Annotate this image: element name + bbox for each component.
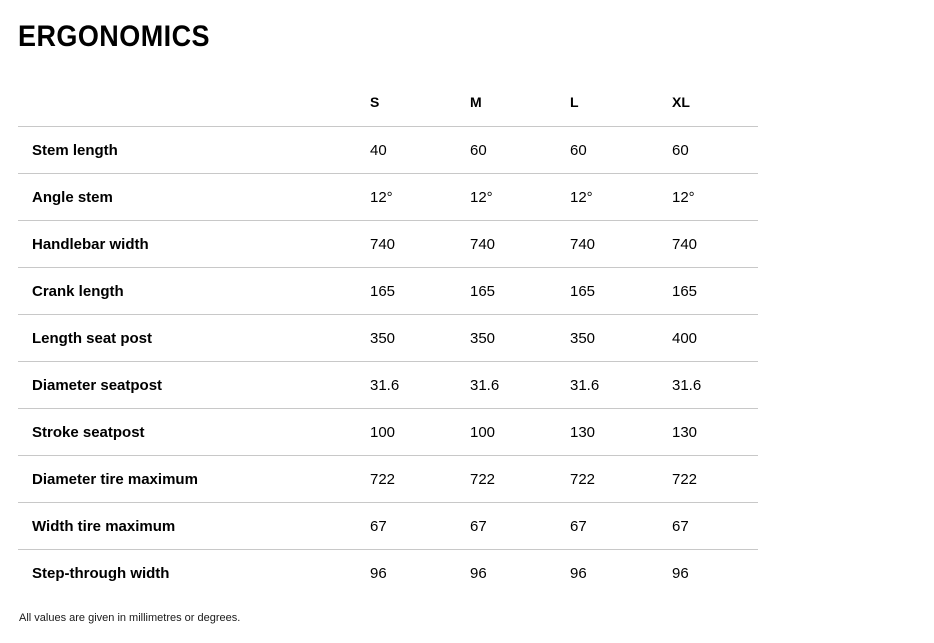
value-cell: 722	[470, 455, 570, 503]
value-cell: 165	[470, 267, 570, 315]
table-row: Step-through width 96 96 96 96	[18, 550, 758, 597]
value-cell: 31.6	[672, 361, 758, 409]
value-cell: 96	[370, 564, 387, 582]
table-row: Diameter seatpost 31.6 31.6 31.6 31.6	[18, 361, 758, 409]
value-cell: 722	[570, 455, 672, 503]
value-cell: 67	[470, 502, 570, 550]
corner-cell	[18, 86, 370, 127]
value-cell: 740	[370, 220, 470, 268]
table-row: Angle stem 12° 12° 12° 12°	[18, 173, 758, 221]
value-cell: 400	[672, 314, 758, 362]
table-row: Crank length 165 165 165 165	[18, 267, 758, 315]
value-cell: 40	[370, 126, 470, 174]
value-cell: 60	[570, 126, 672, 174]
value-cell: 96	[570, 564, 587, 582]
row-label: Length seat post	[18, 314, 370, 362]
table-row: Width tire maximum 67 67 67 67	[18, 502, 758, 550]
value-cell: 130	[672, 408, 758, 456]
table-row: Diameter tire maximum 722 722 722 722	[18, 455, 758, 503]
table-header-row: S M L XL	[18, 86, 758, 127]
value-cell: 165	[370, 267, 470, 315]
column-header-s: S	[370, 86, 470, 127]
table-row: Stroke seatpost 100 100 130 130	[18, 408, 758, 456]
column-header-xl: XL	[672, 86, 758, 127]
table-row: Stem length 40 60 60 60	[18, 126, 758, 174]
row-label: Stroke seatpost	[18, 408, 370, 456]
row-label: Diameter seatpost	[18, 361, 370, 409]
value-cell: 12°	[470, 173, 570, 221]
row-label: Handlebar width	[18, 220, 370, 268]
value-cell: 722	[370, 455, 470, 503]
value-cell: 165	[672, 267, 758, 315]
value-cell: 12°	[370, 173, 470, 221]
column-header-l: L	[570, 86, 672, 127]
value-cell: 96	[470, 564, 487, 582]
value-cell: 12°	[570, 173, 672, 221]
value-cell: 740	[470, 220, 570, 268]
value-cell: 100	[370, 408, 470, 456]
value-cell: 722	[672, 455, 758, 503]
value-cell: 60	[470, 126, 570, 174]
value-cell: 740	[672, 220, 758, 268]
table-row: Handlebar width 740 740 740 740	[18, 220, 758, 268]
column-header-m: M	[470, 86, 570, 127]
row-label: Diameter tire maximum	[18, 455, 370, 503]
value-cell: 350	[470, 314, 570, 362]
footnote: All values are given in millimetres or d…	[19, 612, 241, 624]
row-label: Angle stem	[18, 173, 370, 221]
value-cell: 165	[570, 267, 672, 315]
value-cell: 60	[672, 126, 758, 174]
value-cell: 350	[370, 314, 470, 362]
ergonomics-table: S M L XL Stem length 40 60 60 60 Angle stem 12…	[18, 86, 758, 596]
value-cell: 67	[570, 502, 672, 550]
value-cell: 12°	[672, 173, 758, 221]
value-cell: 96	[672, 564, 689, 582]
row-label: Crank length	[18, 267, 370, 315]
table-row: Length seat post 350 350 350 400	[18, 314, 758, 362]
value-cell: 100	[470, 408, 570, 456]
row-label: Stem length	[18, 126, 370, 174]
value-cell: 350	[570, 314, 672, 362]
value-cell: 67	[370, 502, 470, 550]
value-cell: 31.6	[370, 361, 470, 409]
row-label: Step-through width	[32, 564, 170, 582]
value-cell: 67	[672, 502, 758, 550]
value-cell: 740	[570, 220, 672, 268]
value-cell: 130	[570, 408, 672, 456]
page-title: ERGONOMICS	[18, 20, 211, 53]
value-cell: 31.6	[570, 361, 672, 409]
value-cell: 31.6	[470, 361, 570, 409]
ergonomics-section: ERGONOMICS S M L XL Stem length 40 60 60 60 A…	[18, 20, 758, 624]
row-label: Width tire maximum	[18, 502, 370, 550]
